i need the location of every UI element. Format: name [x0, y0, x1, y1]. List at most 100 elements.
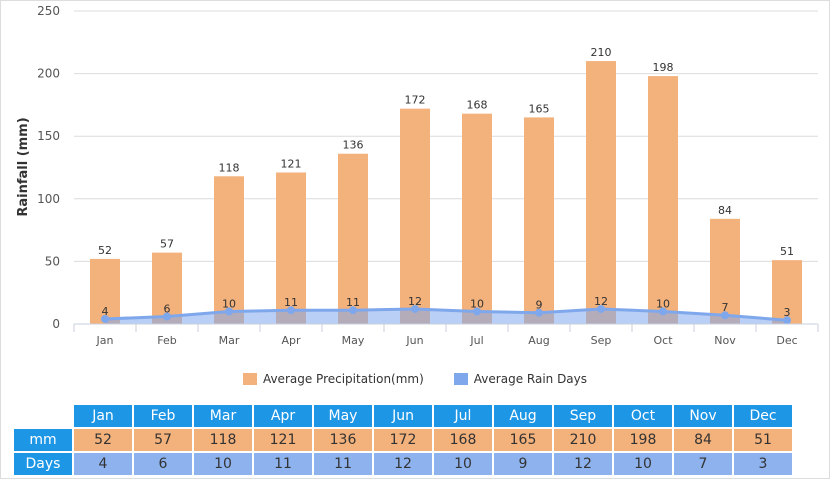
rain-days-data-label: 12 — [408, 295, 422, 308]
x-tick-label: Aug — [528, 334, 549, 347]
legend-item-rain-days[interactable]: Average Rain Days — [453, 372, 587, 386]
rain-days-data-label: 4 — [102, 305, 109, 318]
table-month-header: Nov — [674, 405, 732, 427]
legend-swatch-rain-days — [453, 373, 468, 385]
precipitation-data-label: 210 — [591, 46, 612, 59]
table-month-header: May — [314, 405, 372, 427]
table-cell-mm: 52 — [74, 429, 132, 451]
rainfall-chart: 52 57 118 121 136 172 168 165 210 198 84 51 4 6 10 11 11… — [16, 4, 819, 347]
y-tick-label: 250 — [37, 4, 60, 18]
table-cell-mm: 51 — [734, 429, 792, 451]
rain-days-point — [721, 311, 729, 320]
x-tick-label: Feb — [157, 334, 176, 347]
table-cell-days: 3 — [734, 453, 792, 475]
table-cell-mm: 118 — [194, 429, 252, 451]
x-tick-label: May — [342, 334, 365, 347]
table-cell-mm: 84 — [674, 429, 732, 451]
rain-days-point — [783, 316, 791, 325]
rain-days-data-label: 6 — [164, 302, 171, 315]
y-tick-label: 0 — [52, 317, 60, 331]
precipitation-bar — [648, 76, 678, 324]
table-month-header: Apr — [254, 405, 312, 427]
precipitation-bar — [338, 153, 368, 324]
x-tick-label: Apr — [281, 334, 301, 347]
x-tick-label: Sep — [591, 334, 612, 347]
precipitation-bar — [772, 260, 802, 324]
rain-days-line — [104, 307, 788, 322]
legend-label-precipitation: Average Precipitation(mm) — [262, 372, 424, 386]
climate-table: Jan Feb Mar Apr May Jun Jul Aug Sep Oct Nov Dec mm … — [12, 403, 794, 477]
precipitation-data-label: 168 — [467, 99, 488, 112]
table-row-mm: mm 52 57 118 121 136 172 168 165 210 198 84 51 — [14, 429, 792, 451]
legend: Average Precipitation(mm) Average Rain D… — [0, 372, 830, 386]
precipitation-bar — [152, 252, 182, 324]
rain-days-data-label: 9 — [536, 299, 543, 312]
rain-days-area — [105, 308, 787, 324]
rain-days-data-label: 12 — [594, 295, 608, 308]
precipitation-bar — [400, 108, 430, 324]
table-cell-days: 7 — [674, 453, 732, 475]
table-cell-days: 6 — [134, 453, 192, 475]
row-label-days: Days — [14, 453, 72, 475]
table-cell-days: 10 — [614, 453, 672, 475]
table-month-header: Jul — [434, 405, 492, 427]
table-cell-mm: 57 — [134, 429, 192, 451]
row-label-mm: mm — [14, 429, 72, 451]
precipitation-data-label: 198 — [653, 61, 674, 74]
table-month-header: Aug — [494, 405, 552, 427]
table-month-header: Jun — [374, 405, 432, 427]
precipitation-data-label: 84 — [718, 204, 732, 217]
table-cell-mm: 210 — [554, 429, 612, 451]
legend-item-precipitation[interactable]: Average Precipitation(mm) — [242, 372, 424, 386]
y-tick-label: 200 — [37, 67, 60, 81]
y-tick-label: 50 — [45, 254, 60, 268]
table-month-header: Feb — [134, 405, 192, 427]
y-tick-label: 100 — [37, 192, 60, 206]
rain-days-point — [101, 314, 109, 323]
table-month-header: Oct — [614, 405, 672, 427]
x-tick-label: Jul — [469, 334, 483, 347]
precipitation-data-label: 165 — [529, 102, 550, 115]
table-cell-days: 12 — [374, 453, 432, 475]
precipitation-bar — [586, 61, 616, 325]
x-tick-label: Nov — [714, 334, 736, 347]
precipitation-data-label: 136 — [343, 139, 364, 152]
rain-days-point — [535, 308, 543, 317]
x-tick-label: Jan — [96, 334, 114, 347]
table-cell-days: 4 — [74, 453, 132, 475]
precipitation-bar — [710, 218, 740, 324]
table-corner — [14, 405, 72, 427]
legend-swatch-precipitation — [242, 373, 257, 385]
x-tick-label: Dec — [776, 334, 797, 347]
precipitation-data-label: 118 — [219, 161, 240, 174]
table-row-days: Days 4 6 10 11 11 12 10 9 12 10 7 3 — [14, 453, 792, 475]
precipitation-bar — [462, 113, 492, 324]
precipitation-data-label: 51 — [780, 245, 794, 258]
precipitation-data-label: 52 — [98, 244, 112, 257]
rain-days-data-label: 10 — [470, 297, 484, 310]
table-month-header: Jan — [74, 405, 132, 427]
table-cell-mm: 168 — [434, 429, 492, 451]
rain-days-point — [225, 307, 233, 316]
rain-days-point — [473, 307, 481, 316]
table-cell-days: 9 — [494, 453, 552, 475]
table-cell-mm: 165 — [494, 429, 552, 451]
rain-days-data-label: 7 — [722, 301, 729, 314]
rain-days-point — [349, 306, 357, 315]
table-cell-days: 10 — [194, 453, 252, 475]
table-cell-mm: 172 — [374, 429, 432, 451]
table-cell-days: 11 — [254, 453, 312, 475]
table-cell-mm: 121 — [254, 429, 312, 451]
precipitation-data-label: 121 — [281, 158, 302, 171]
table-cell-mm: 136 — [314, 429, 372, 451]
table-header-row: Jan Feb Mar Apr May Jun Jul Aug Sep Oct Nov Dec — [14, 405, 792, 427]
precipitation-bar — [524, 117, 554, 324]
y-tick-label: 150 — [37, 129, 60, 143]
table-cell-mm: 198 — [614, 429, 672, 451]
table-cell-days: 10 — [434, 453, 492, 475]
x-tick-label: Jun — [405, 334, 423, 347]
x-tick-label: Oct — [653, 334, 673, 347]
rain-days-data-label: 11 — [346, 296, 360, 309]
table-month-header: Dec — [734, 405, 792, 427]
table-cell-days: 12 — [554, 453, 612, 475]
